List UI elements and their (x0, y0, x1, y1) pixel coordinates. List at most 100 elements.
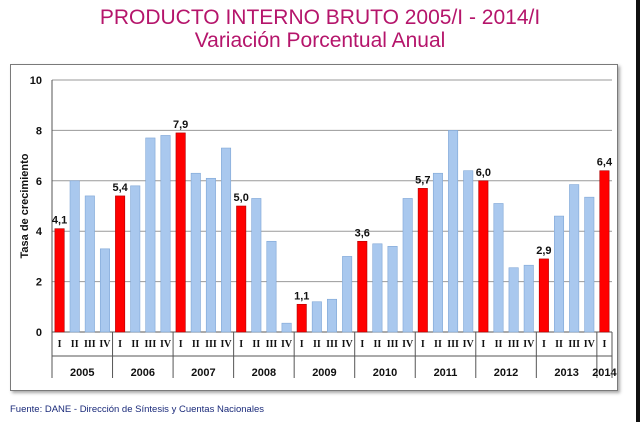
bar (69, 180, 80, 333)
bar (584, 196, 595, 333)
y-tick-label: 2 (36, 277, 42, 289)
window-edge (636, 0, 640, 422)
bar (281, 322, 292, 333)
quarter-label: II (374, 339, 382, 350)
year-label: 2014 (592, 367, 617, 379)
year-label: 2007 (191, 367, 215, 379)
year-label: 2013 (554, 367, 578, 379)
bar (508, 267, 519, 333)
quarter-label: III (266, 339, 278, 350)
bar (145, 137, 156, 333)
bar (236, 205, 247, 333)
bar (417, 188, 428, 333)
data-label: 4,1 (52, 215, 67, 227)
quarter-label: II (131, 339, 139, 350)
bar (84, 195, 95, 333)
bar (311, 301, 322, 333)
bar (478, 180, 489, 333)
data-label: 6,0 (476, 167, 491, 179)
quarter-label: III (145, 339, 157, 350)
quarter-label: IV (523, 339, 535, 350)
chart-subtitle: Variación Porcentual Anual (194, 29, 446, 52)
quarter-label: IV (402, 339, 414, 350)
data-label: 6,4 (597, 157, 613, 169)
quarter-label: II (313, 339, 321, 350)
quarter-label: I (300, 339, 304, 350)
bar (402, 198, 413, 333)
quarter-label: I (421, 339, 425, 350)
quarter-label: III (447, 339, 459, 350)
bar (175, 132, 186, 333)
quarter-label: IV (99, 339, 111, 350)
bar (130, 185, 141, 333)
quarter-label: IV (463, 339, 475, 350)
data-label: 3,6 (355, 227, 370, 239)
quarter-label: III (508, 339, 520, 350)
quarter-label: I (602, 339, 606, 350)
bar (538, 258, 549, 333)
source-note: Fuente: DANE - Dirección de Síntesis y C… (10, 404, 264, 415)
quarter-label: II (555, 339, 563, 350)
quarter-label: IV (584, 339, 596, 350)
bar (190, 172, 201, 333)
bar (599, 170, 610, 333)
quarter-label: IV (281, 339, 293, 350)
bar (327, 298, 337, 333)
bar (448, 130, 459, 333)
bar (251, 198, 262, 333)
bar (205, 177, 216, 333)
year-label: 2012 (494, 367, 518, 379)
quarter-label: II (495, 339, 503, 350)
y-tick-label: 0 (36, 327, 42, 339)
bar (266, 240, 277, 333)
bar (115, 195, 126, 333)
bar (372, 243, 383, 333)
quarter-label: I (542, 339, 546, 350)
bar (99, 248, 110, 333)
bar (554, 215, 565, 333)
quarter-label: I (58, 339, 62, 350)
quarter-label: I (179, 339, 183, 350)
data-label: 5,7 (415, 174, 430, 186)
quarter-label: IV (342, 339, 354, 350)
bar (463, 170, 474, 333)
bar (387, 246, 398, 333)
quarter-label: IV (220, 339, 232, 350)
year-label: 2006 (131, 367, 155, 379)
bar (221, 147, 232, 333)
year-label: 2008 (252, 367, 276, 379)
data-label: 5,0 (234, 192, 249, 204)
quarter-label: I (239, 339, 243, 350)
quarter-label: I (481, 339, 485, 350)
bar (296, 303, 307, 333)
quarter-label: IV (160, 339, 172, 350)
quarter-label: III (205, 339, 217, 350)
year-label: 2005 (70, 367, 94, 379)
bar (342, 256, 353, 333)
bar (569, 184, 580, 333)
bar (54, 228, 65, 333)
bar (493, 203, 504, 333)
plot-area (52, 80, 612, 332)
quarter-label: III (326, 339, 338, 350)
chart-title: PRODUCTO INTERNO BRUTO 2005/I - 2014/I (99, 6, 541, 29)
quarter-label: III (84, 339, 96, 350)
data-label: 5,4 (112, 182, 128, 194)
bar (523, 264, 534, 333)
year-label: 2011 (434, 367, 458, 379)
quarter-label: II (71, 339, 79, 350)
y-tick-label: 10 (30, 75, 42, 87)
quarter-label: I (360, 339, 364, 350)
year-label: 2010 (373, 367, 397, 379)
bar (357, 240, 368, 333)
year-label: 2009 (312, 367, 336, 379)
data-label: 7,9 (173, 119, 188, 131)
y-axis-label: Tasa de crecimiento (19, 153, 31, 258)
data-label: 1,1 (294, 290, 309, 302)
quarter-label: III (387, 339, 399, 350)
quarter-label: III (568, 339, 580, 350)
y-tick-label: 4 (36, 226, 43, 238)
bar (160, 135, 171, 333)
quarter-label: I (118, 339, 122, 350)
